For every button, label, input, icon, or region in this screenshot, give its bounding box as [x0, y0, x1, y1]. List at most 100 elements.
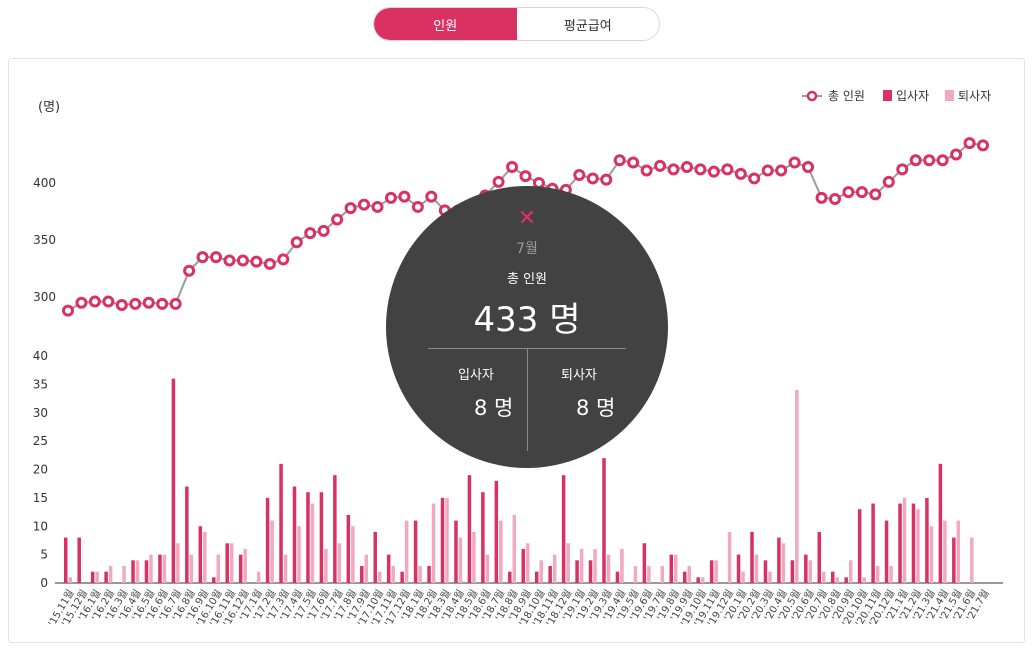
leavers-bar — [324, 548, 328, 583]
close-icon[interactable]: ✕ — [517, 206, 537, 231]
legend-leavers: 퇴사자 — [958, 89, 991, 103]
legend-total: 총 인원 — [828, 89, 865, 103]
hires-bar — [171, 378, 176, 583]
leavers-bar — [122, 565, 126, 583]
hires-bar — [306, 492, 310, 583]
total-point — [573, 169, 586, 182]
total-point — [156, 297, 169, 310]
leavers-bar — [687, 565, 691, 583]
leavers-bar — [270, 520, 274, 583]
tooltip-hires-value: 8 명 — [474, 396, 514, 420]
tooltip-month: 7월 — [516, 241, 538, 257]
total-point — [802, 161, 815, 174]
leavers-bar — [499, 520, 503, 583]
total-point — [707, 165, 720, 178]
total-point — [102, 295, 115, 308]
hires-bar — [158, 554, 162, 583]
y-bottom-tick-label: 0 — [40, 576, 48, 590]
leavers-bar — [337, 543, 342, 583]
tooltip-total-label: 총 인원 — [506, 272, 547, 287]
hires-bar — [131, 560, 135, 583]
leavers-bar — [472, 531, 476, 583]
total-point — [950, 148, 963, 161]
hires-bar — [413, 520, 418, 583]
total-point — [667, 163, 680, 176]
y-bottom-tick-label: 30 — [33, 406, 48, 420]
total-point — [613, 154, 626, 167]
hires-bar — [911, 503, 916, 583]
hires-bar — [709, 560, 714, 583]
leavers-bar — [902, 497, 907, 583]
leavers-bar — [579, 548, 584, 583]
legend: 총 인원 입사자 퇴사자 — [802, 89, 991, 103]
total-point — [627, 156, 640, 169]
leavers-bar — [162, 554, 167, 583]
leavers-bar — [741, 571, 745, 583]
hires-bar — [467, 475, 472, 583]
hires-bar — [198, 526, 203, 583]
leavers-bar — [135, 560, 140, 583]
leavers-bar — [445, 497, 449, 583]
tooltip-total-value: 433 명 — [473, 300, 581, 340]
hires-bar — [750, 531, 754, 583]
total-point — [277, 253, 290, 266]
hires-bar — [682, 571, 687, 583]
hires-bar — [279, 463, 283, 583]
leavers-bar — [404, 520, 409, 583]
leavers-bar — [512, 514, 517, 583]
total-point — [694, 163, 707, 176]
hires-bar — [938, 463, 943, 583]
hires-bar — [265, 497, 270, 583]
hires-bar — [373, 531, 377, 583]
legend-hires-swatch — [883, 90, 892, 101]
total-point — [734, 167, 747, 180]
total-point — [129, 297, 142, 310]
total-point — [869, 188, 882, 201]
y-bottom-tick-label: 10 — [33, 519, 48, 533]
total-point — [210, 251, 223, 264]
tab-headcount[interactable]: 인원 — [374, 8, 517, 40]
total-point — [263, 257, 276, 270]
total-point — [411, 200, 424, 213]
total-point — [384, 191, 397, 204]
leavers-bar — [485, 554, 490, 583]
total-point — [882, 175, 895, 188]
hires-bar — [454, 520, 458, 583]
total-point — [748, 172, 761, 185]
leavers-bar — [606, 554, 611, 583]
total-point — [586, 172, 599, 185]
leavers-bar — [916, 509, 920, 583]
leavers-bar — [189, 554, 194, 583]
leavers-bar — [714, 560, 718, 583]
total-point — [75, 296, 88, 309]
total-point — [88, 295, 101, 308]
total-point — [654, 159, 667, 172]
total-point — [909, 154, 922, 167]
total-point — [371, 200, 384, 213]
tooltip-leavers-value: 8 명 — [576, 396, 616, 420]
hires-bar — [696, 577, 700, 583]
hires-bar — [871, 503, 875, 583]
hires-bar — [386, 554, 391, 583]
legend-hires: 입사자 — [896, 89, 929, 103]
leavers-bar — [956, 520, 961, 583]
leavers-bar — [674, 554, 678, 583]
leavers-bar — [754, 554, 759, 583]
hires-bar — [77, 537, 81, 583]
leavers-bar — [526, 543, 530, 583]
tooltip-leavers-label: 퇴사자 — [561, 368, 597, 383]
y-bottom-tick-label: 5 — [40, 548, 48, 562]
leavers-bar — [660, 565, 665, 583]
hires-bar — [736, 554, 741, 583]
hires-bar — [763, 560, 768, 583]
unit-label: (명) — [38, 100, 60, 115]
leavers-bar — [108, 565, 113, 583]
leavers-bar — [552, 554, 557, 583]
hires-bar — [602, 458, 606, 583]
leavers-bar — [229, 543, 234, 583]
total-point — [236, 254, 249, 267]
y-top-tick-label: 350 — [33, 233, 56, 247]
total-point — [425, 190, 438, 203]
total-point — [936, 154, 949, 167]
tab-average-salary[interactable]: 평균급여 — [516, 8, 659, 40]
